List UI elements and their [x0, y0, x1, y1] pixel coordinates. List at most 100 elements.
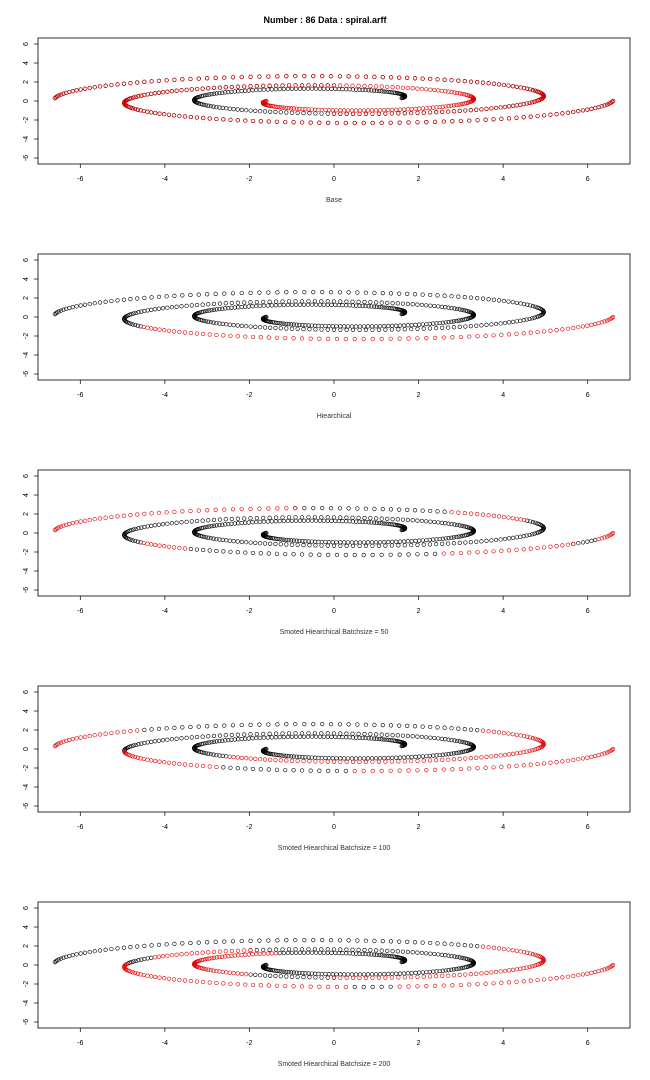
data-point [350, 327, 356, 332]
data-point [306, 731, 311, 736]
data-point [462, 295, 467, 300]
data-point [424, 106, 429, 111]
data-point [446, 953, 451, 958]
data-point [602, 103, 607, 108]
data-point [302, 290, 307, 295]
data-point [521, 331, 526, 336]
data-point [115, 82, 120, 87]
data-point [162, 976, 167, 981]
data-point [250, 520, 255, 525]
data-point [201, 763, 206, 769]
data-point [377, 952, 382, 958]
data-point [273, 947, 279, 952]
data-point [174, 952, 179, 957]
data-point [410, 950, 415, 955]
data-point [265, 951, 270, 956]
data-point [180, 941, 185, 946]
data-point [254, 731, 259, 737]
data-point [180, 77, 185, 82]
data-point [337, 506, 342, 511]
data-point [343, 87, 349, 92]
data-point [361, 324, 367, 329]
data-point [184, 951, 189, 956]
data-point [402, 327, 407, 332]
x-axis-label: Smoted Hiearchical Batchsize = 100 [278, 845, 391, 852]
data-point [388, 954, 393, 959]
data-point [491, 765, 496, 770]
data-point [373, 516, 379, 521]
data-point [82, 86, 88, 91]
data-point [451, 973, 457, 978]
data-point [458, 982, 463, 988]
data-point [373, 324, 379, 329]
data-point [474, 323, 479, 328]
data-point [386, 953, 391, 959]
data-point [424, 970, 429, 975]
data-point [319, 731, 324, 736]
data-point [200, 950, 205, 955]
data-point [279, 969, 284, 974]
data-point [229, 305, 234, 310]
data-point [153, 758, 158, 764]
data-point [346, 74, 351, 79]
data-point [279, 321, 284, 326]
data-point [609, 99, 615, 105]
x-tick-label: 0 [332, 824, 336, 831]
data-point [451, 967, 457, 972]
data-point [415, 542, 420, 547]
data-point [432, 767, 438, 772]
data-point [409, 754, 414, 760]
data-point [177, 113, 182, 119]
data-point [133, 94, 138, 99]
data-point [142, 943, 147, 949]
data-point [235, 107, 240, 112]
data-point [542, 545, 547, 550]
data-point [293, 506, 298, 511]
data-point [201, 115, 206, 121]
data-point [475, 766, 480, 771]
data-point [518, 318, 523, 323]
data-point [250, 952, 255, 957]
data-point [239, 736, 244, 742]
data-point [380, 291, 385, 296]
data-point [419, 302, 424, 308]
data-point [136, 526, 141, 531]
y-tick-label: 2 [23, 296, 30, 300]
data-point [277, 519, 282, 524]
data-point [345, 108, 351, 113]
data-point [313, 950, 319, 955]
y-tick-label: 6 [23, 690, 30, 694]
data-point [214, 307, 219, 312]
data-point [230, 291, 236, 296]
data-point [330, 972, 335, 977]
x-tick-label: -2 [246, 608, 252, 615]
data-point [452, 306, 457, 311]
data-point [366, 520, 371, 525]
data-point [510, 84, 515, 89]
x-tick-label: -2 [246, 1040, 252, 1047]
data-point [273, 973, 278, 979]
data-point [61, 91, 66, 96]
data-point [323, 323, 328, 329]
data-point [459, 523, 465, 528]
data-point [311, 290, 316, 295]
data-point [521, 750, 526, 755]
data-point [450, 119, 455, 124]
data-point [355, 74, 360, 79]
data-point [235, 766, 240, 771]
data-point [165, 89, 170, 94]
data-point [179, 736, 184, 741]
data-point [510, 535, 516, 540]
data-point [254, 83, 259, 89]
data-point [514, 115, 519, 120]
data-point [449, 535, 454, 540]
data-point [179, 304, 184, 309]
data-point [510, 103, 516, 108]
data-point [293, 86, 299, 91]
data-point [302, 506, 307, 511]
data-point [437, 104, 442, 110]
data-point [369, 520, 374, 525]
data-point [257, 951, 263, 956]
y-tick-label: 4 [23, 277, 30, 281]
data-point [382, 540, 387, 545]
